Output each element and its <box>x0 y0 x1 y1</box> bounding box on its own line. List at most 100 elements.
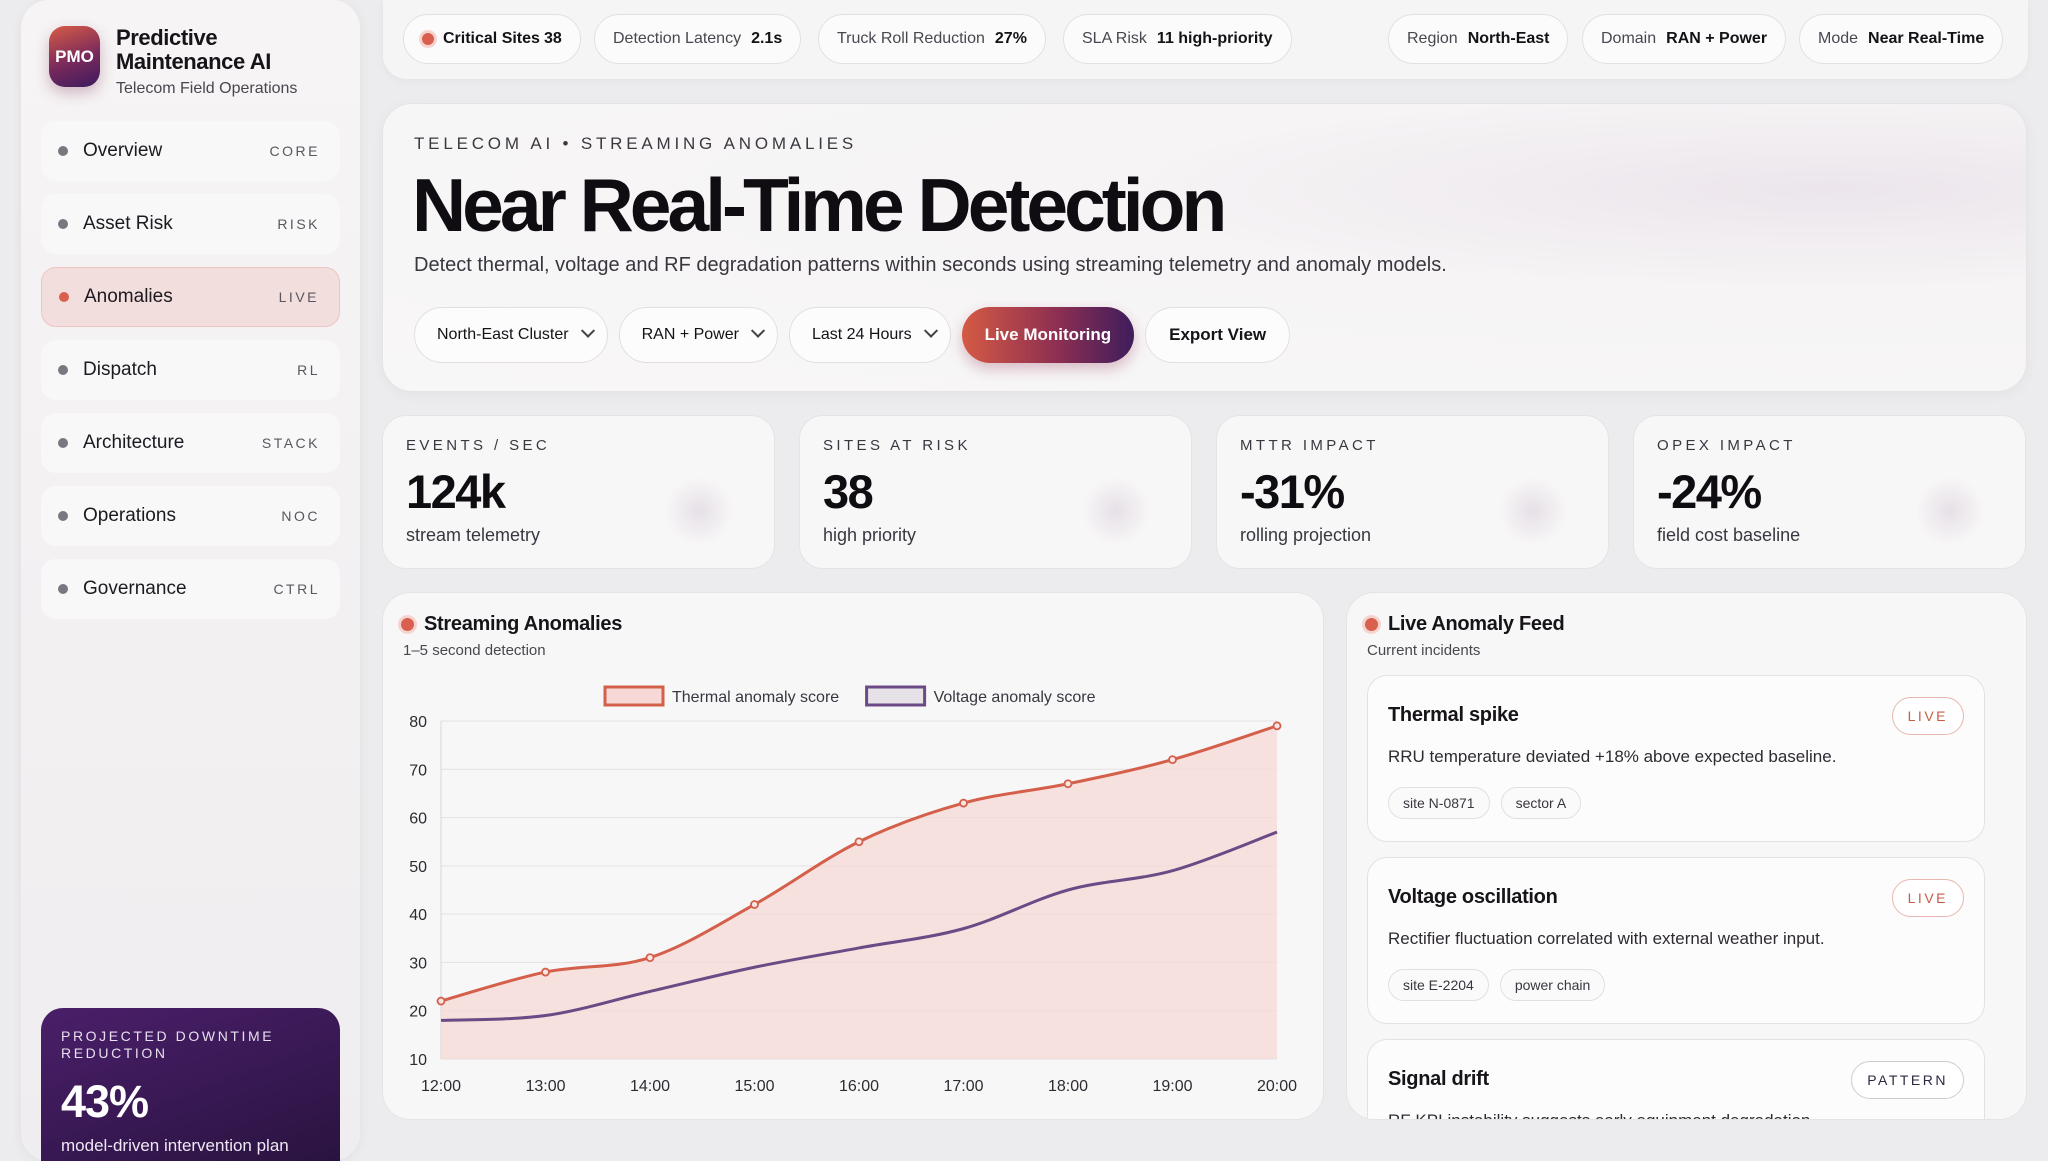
brand: PMO Predictive Maintenance AI Telecom Fie… <box>49 26 297 98</box>
chip-value: RAN + Power <box>1666 30 1768 47</box>
kpi-value: -31% <box>1240 465 1345 518</box>
promo-value: 43% <box>61 1076 149 1127</box>
feed-item-thermal-spike[interactable]: Thermal spike LIVE RRU temperature devia… <box>1367 675 1985 842</box>
panel-subtitle: Current incidents <box>1367 642 1481 659</box>
kpi-subtitle: field cost baseline <box>1657 525 1801 545</box>
region-chip[interactable]: Region North-East <box>1388 14 1569 64</box>
kpi-card-sites-at-risk: SITES AT RISK 38 high priority <box>799 415 1192 569</box>
feed-tag[interactable]: site E-2204 <box>1388 969 1489 1001</box>
chip-label: SLA Risk <box>1082 30 1147 47</box>
feed-item-voltage-oscillation[interactable]: Voltage oscillation LIVE Rectifier fluct… <box>1367 857 1985 1024</box>
x-tick-label: 18:00 <box>1048 1078 1088 1095</box>
y-tick-label: 30 <box>409 955 427 972</box>
x-tick-label: 13:00 <box>525 1078 565 1095</box>
legend-swatch <box>865 685 927 707</box>
hero-panel: TELECOM AI • STREAMING ANOMALIES Near Re… <box>382 103 2027 392</box>
nav-dot-icon <box>58 438 68 448</box>
live-monitoring-button[interactable]: Live Monitoring <box>961 307 1135 363</box>
data-point <box>1272 721 1282 731</box>
chip-value: 27% <box>994 30 1027 47</box>
truck-roll-chip[interactable]: Truck Roll Reduction 27% <box>818 14 1046 64</box>
status-bar: Critical Sites 38 Detection Latency 2.1s T… <box>383 0 2028 79</box>
x-tick-label: 20:00 <box>1257 1078 1297 1095</box>
data-point <box>1063 779 1073 789</box>
chip-label: Truck Roll Reduction <box>837 30 985 47</box>
kpi-subtitle: stream telemetry <box>406 525 541 545</box>
hero-eyebrow: TELECOM AI • STREAMING ANOMALIES <box>414 134 858 153</box>
series-line-1 <box>440 830 1278 1022</box>
kpi-label: OPEX IMPACT <box>1657 437 1796 454</box>
sidebar-item-governance[interactable]: Governance CTRL <box>41 559 340 619</box>
sla-risk-chip[interactable]: SLA Risk 11 high-priority <box>1063 14 1292 64</box>
sidebar-item-asset-risk[interactable]: Asset Risk RISK <box>41 194 340 254</box>
time-range-select[interactable]: Last 24 Hours <box>788 307 951 363</box>
status-badge: LIVE <box>1891 697 1964 735</box>
export-view-button[interactable]: Export View <box>1145 307 1291 363</box>
x-tick-label: 16:00 <box>839 1078 879 1095</box>
y-tick-label: 10 <box>409 1052 427 1069</box>
sidebar-item-label: Dispatch <box>83 359 157 380</box>
chevron-down-icon <box>750 323 766 338</box>
live-dot-icon <box>1365 618 1378 631</box>
feed-tag[interactable]: power chain <box>1499 969 1606 1001</box>
x-tick-label: 14:00 <box>630 1078 670 1095</box>
chip-value: Near Real-Time <box>1868 30 1985 47</box>
domain-chip[interactable]: Domain RAN + Power <box>1582 14 1787 64</box>
select-value: Last 24 Hours <box>811 326 912 343</box>
data-point <box>645 953 655 963</box>
page-title: Near Real-Time Detection <box>412 163 1227 247</box>
sidebar-item-dispatch[interactable]: Dispatch RL <box>41 340 340 400</box>
domain-select[interactable]: RAN + Power <box>618 307 778 363</box>
sidebar-item-overview[interactable]: Overview CORE <box>41 121 340 181</box>
chip-value: 38 <box>543 30 562 47</box>
critical-sites-chip[interactable]: Critical Sites 38 <box>403 14 581 64</box>
panel-title-text: Streaming Anomalies <box>424 613 623 635</box>
status-badge: LIVE <box>1891 879 1964 917</box>
data-point <box>436 996 446 1006</box>
chip-label: Mode <box>1818 30 1859 47</box>
panel-title-text: Live Anomaly Feed <box>1388 613 1565 635</box>
streaming-anomalies-panel: Streaming Anomalies 1–5 second detection… <box>382 592 1324 1120</box>
mode-chip[interactable]: Mode Near Real-Time <box>1799 14 2004 64</box>
app-logo: PMO <box>49 26 100 87</box>
sidebar-item-label: Governance <box>83 578 187 599</box>
nav-dot-icon <box>58 146 68 156</box>
feed-item-title: Signal drift <box>1388 1068 1489 1090</box>
sidebar-item-operations[interactable]: Operations NOC <box>41 486 340 546</box>
x-tick-label: 12:00 <box>421 1078 461 1095</box>
feed-item-signal-drift[interactable]: Signal drift PATTERN RF KPI instability … <box>1367 1039 1985 1119</box>
app-subtitle: Telecom Field Operations <box>116 80 298 97</box>
sidebar-nav: Overview CORE Asset Risk RISK Anomalies LIV… <box>41 121 340 632</box>
nav-dot-icon <box>58 511 68 521</box>
feed-item-title: Thermal spike <box>1388 704 1519 726</box>
sidebar-item-tag: RL <box>297 362 320 378</box>
sidebar-item-anomalies[interactable]: Anomalies LIVE <box>41 267 340 327</box>
nav-dot-icon <box>58 365 68 375</box>
sidebar-item-tag: NOC <box>281 508 320 524</box>
chip-label: Critical Sites <box>443 30 540 47</box>
sidebar-item-label: Overview <box>83 140 163 161</box>
feed-tag[interactable]: sector A <box>1500 787 1582 819</box>
y-tick-label: 40 <box>409 907 427 924</box>
sidebar-item-architecture[interactable]: Architecture STACK <box>41 413 340 473</box>
app-title: Predictive Maintenance AI <box>116 26 297 74</box>
chip-label: Domain <box>1601 30 1657 47</box>
sidebar-item-label: Architecture <box>83 432 185 453</box>
data-point <box>959 798 968 808</box>
legend-label: Thermal anomaly score <box>672 689 839 706</box>
detection-latency-chip[interactable]: Detection Latency 2.1s <box>594 14 802 64</box>
filter-bar: North-East Cluster RAN + Power Last 24 H… <box>414 307 1291 363</box>
feed-item-title: Voltage oscillation <box>1388 886 1558 908</box>
promo-label: PROJECTED DOWNTIME REDUCTION <box>61 1028 275 1061</box>
chevron-down-icon <box>580 323 595 338</box>
select-value: North-East Cluster <box>437 326 569 343</box>
panel-subtitle: 1–5 second detection <box>403 642 546 659</box>
sidebar-item-tag: LIVE <box>278 289 319 305</box>
kpi-subtitle: high priority <box>823 525 917 545</box>
legend-swatch <box>603 685 665 707</box>
feed-tag[interactable]: site N-0871 <box>1388 787 1490 819</box>
cluster-select[interactable]: North-East Cluster <box>414 307 608 363</box>
live-dot-icon <box>401 618 414 631</box>
y-tick-label: 80 <box>409 714 427 731</box>
x-tick-label: 17:00 <box>943 1078 983 1095</box>
